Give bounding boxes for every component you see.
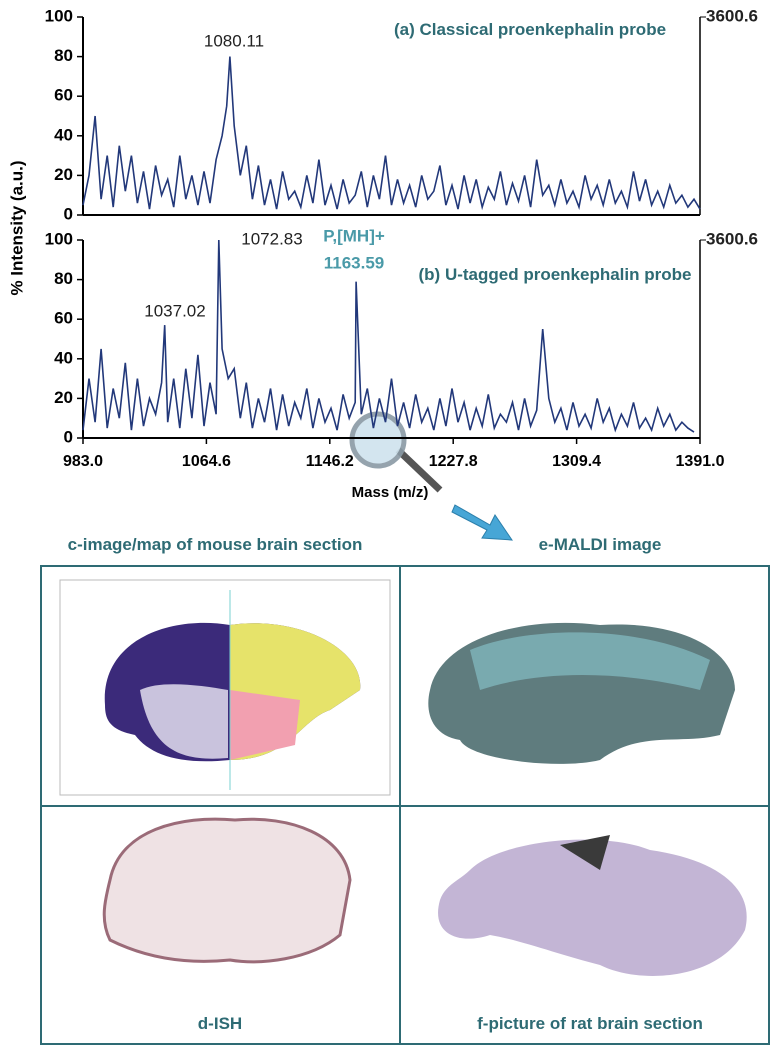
page: 0 20 40 60 80 100 1080.11 3600.6 % Intensity (a.… bbox=[0, 0, 781, 1048]
y-tick-label: 60 bbox=[54, 86, 73, 105]
annotation: 1080.11 bbox=[204, 31, 264, 50]
y-axis-label: % Intensity (a.u.) bbox=[7, 160, 26, 295]
x-tick-label: 1064.6 bbox=[182, 453, 231, 470]
x-axis-label: Mass (m/z) bbox=[352, 484, 429, 501]
annotation: 1163.59 bbox=[324, 253, 385, 272]
annotation: P,[MH]+ bbox=[323, 226, 385, 245]
x-tick-label: 983.0 bbox=[63, 453, 103, 470]
y-tick-label: 40 bbox=[54, 125, 73, 144]
magnifier-icon bbox=[352, 414, 440, 490]
figure: 0 20 40 60 80 100 1080.11 3600.6 % Intensity (a.… bbox=[0, 0, 781, 1048]
y-tick-label: 80 bbox=[54, 269, 73, 288]
y-tick-label: 80 bbox=[54, 46, 73, 65]
panel-label: d-ISH bbox=[140, 1014, 300, 1034]
y-tick-label: 60 bbox=[54, 309, 73, 328]
y-tick-label: 0 bbox=[64, 204, 73, 223]
annotation: 1072.83 bbox=[241, 229, 302, 248]
arrow-icon bbox=[452, 505, 512, 540]
x-tick-label: 1309.4 bbox=[552, 453, 601, 470]
y-tick-label: 20 bbox=[54, 165, 73, 184]
panel-label: e-MALDI image bbox=[510, 535, 690, 555]
x-tick-label: 1391.0 bbox=[676, 453, 725, 470]
x-tick-label: 1146.2 bbox=[306, 453, 354, 470]
annotation: 3600.6 bbox=[706, 229, 758, 248]
maldi-image bbox=[428, 623, 735, 764]
panel-label: c-image/map of mouse brain section bbox=[30, 535, 400, 555]
x-tick-label: 1227.8 bbox=[429, 453, 478, 470]
annotation: 1037.02 bbox=[144, 301, 205, 320]
y-tick-label: 100 bbox=[45, 229, 73, 248]
y-tick-label: 100 bbox=[45, 6, 73, 25]
y-tick-label: 20 bbox=[54, 388, 73, 407]
ish-image bbox=[104, 819, 350, 962]
rat-brain-image bbox=[438, 835, 747, 976]
chart-title: (a) Classical proenkephalin probe bbox=[380, 20, 680, 40]
y-tick-label: 40 bbox=[54, 348, 73, 367]
chart-title: (b) U-tagged proenkephalin probe bbox=[410, 265, 700, 285]
spectrum-line bbox=[83, 57, 700, 210]
y-tick-label: 0 bbox=[64, 427, 73, 446]
annotation: 3600.6 bbox=[706, 6, 758, 25]
mouse-brain-map bbox=[60, 580, 390, 795]
panel-label: f-picture of rat brain section bbox=[410, 1014, 770, 1034]
